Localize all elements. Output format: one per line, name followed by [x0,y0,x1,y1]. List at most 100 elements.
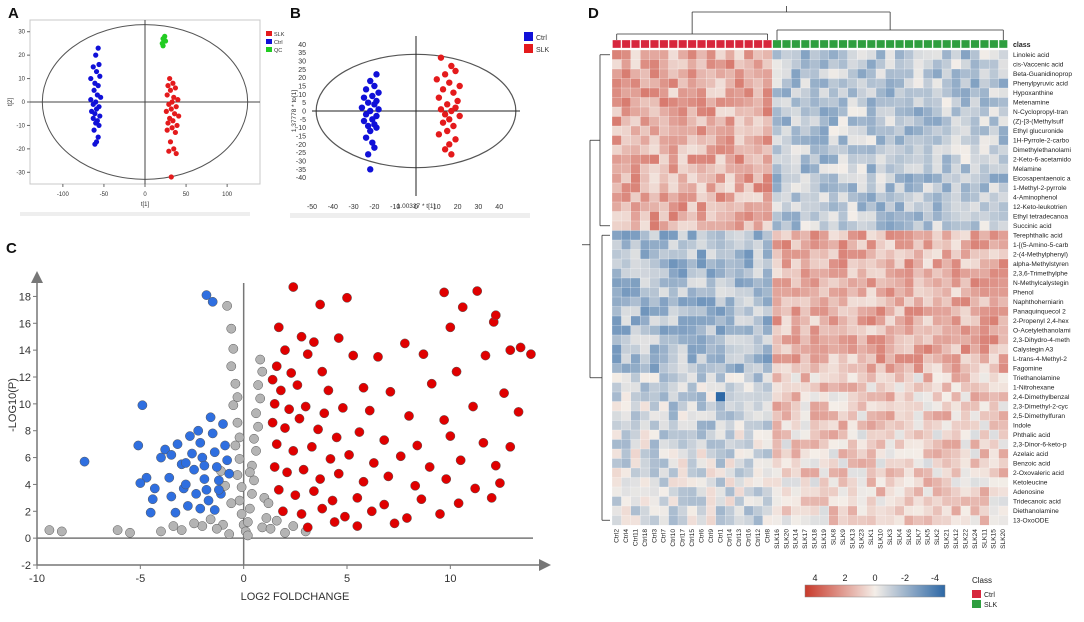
heatmap-cell [904,467,915,478]
heatmap-cell [875,458,886,469]
volcano-point-up [307,441,317,452]
score-point-slk [171,146,177,152]
heatmap-cell [932,49,943,60]
heatmap-cell [970,287,981,298]
heatmap-cell [791,420,801,431]
heatmap-cell [743,182,754,193]
x-tick-label: -10 [29,573,45,585]
volcano-point-up [418,349,429,360]
volcano-point-up [333,468,344,479]
heatmap-cell [885,87,896,98]
volcano-point-ns [211,523,222,534]
heatmap-cell [819,230,830,241]
heatmap-cell [819,163,830,174]
heatmap-cell [791,325,801,336]
heatmap-cell [998,401,1009,412]
heatmap-cell [800,239,811,250]
heatmap-cell [715,154,726,165]
heatmap-cell [809,496,820,507]
heatmap-cell [677,486,688,497]
heatmap-cell [866,429,877,440]
heatmap-cell [932,258,943,269]
heatmap-cell [781,258,792,269]
heatmap-cell [621,106,632,117]
heatmap-cell [715,182,726,193]
heatmap-cell [885,201,896,212]
heatmap-cell [743,97,754,108]
heatmap-cell [649,211,660,222]
heatmap-cell [762,154,773,165]
heatmap-cell [743,173,754,184]
legend-label-qc: QC [274,48,282,54]
heatmap-cell [998,477,1009,488]
heatmap-cell [715,144,726,155]
heatmap-cell [725,220,735,231]
heatmap-cell [696,429,707,440]
volcano-point-up [315,299,325,310]
heatmap-cell [715,363,726,374]
heatmap-cell [791,372,801,383]
heatmap-cell [715,277,726,288]
heatmap-cell [659,496,669,507]
volcano-point-down [149,483,160,494]
heatmap-cell [696,277,707,288]
heatmap-cell [734,505,745,516]
heatmap-cell [894,211,905,222]
heatmap-cell [838,334,849,345]
heatmap-cell [923,68,933,79]
heatmap-cell [753,296,764,307]
score-point-slk [437,54,445,61]
heatmap-cell [894,135,905,146]
column-label: Ctrl13 [736,529,743,547]
heatmap-cell [960,363,971,374]
score-point-slk [163,108,169,114]
heatmap-cell [687,192,698,203]
heatmap-cell [677,439,688,450]
heatmap-cell [828,287,839,298]
heatmap-cell [640,505,651,516]
heatmap-cell [677,515,688,526]
heatmap-cell [838,116,849,127]
heatmap-cell [791,192,801,203]
heatmap-cell [781,230,792,241]
heatmap-cell [715,239,726,250]
heatmap-cell [932,486,943,497]
heatmap-cell [715,163,726,174]
heatmap-cell [630,515,641,526]
heatmap-cell [885,505,896,516]
heatmap-cell [932,296,943,307]
heatmap-cell [941,467,952,478]
heatmap-cell [677,182,688,193]
heatmap-cell [904,325,915,336]
heatmap-cell [828,391,839,402]
y-tick-label: 10 [298,92,306,99]
volcano-point-down [201,484,212,495]
heatmap-cell [885,144,896,155]
heatmap-cell [960,116,971,127]
row-label: 2-Oxovaleric acid [1013,470,1064,477]
heatmap-cell [772,477,783,488]
x-tick-label: -50 [100,192,109,198]
heatmap-cell [781,173,792,184]
heatmap-cell [866,382,877,393]
heatmap-cell [885,306,896,317]
heatmap-cell [668,173,679,184]
heatmap-cell [725,391,735,402]
score-point-ctrl [96,122,102,129]
heatmap-cell [696,410,707,421]
volcano-point-down [199,460,210,471]
score-point-ctrl [373,124,380,131]
heatmap-cell [866,344,877,355]
heatmap-cell [753,87,764,98]
heatmap-cell [800,429,811,440]
heatmap-cell [640,144,651,155]
heatmap-cell [781,78,792,89]
heatmap-cell [696,211,707,222]
score-point-ctrl [364,122,372,130]
heatmap-cell [847,239,858,250]
heatmap-cell [894,239,905,250]
heatmap-cell [800,277,811,288]
heatmap-cell [932,363,943,374]
heatmap-cell [649,420,660,431]
heatmap-cell [970,439,981,450]
